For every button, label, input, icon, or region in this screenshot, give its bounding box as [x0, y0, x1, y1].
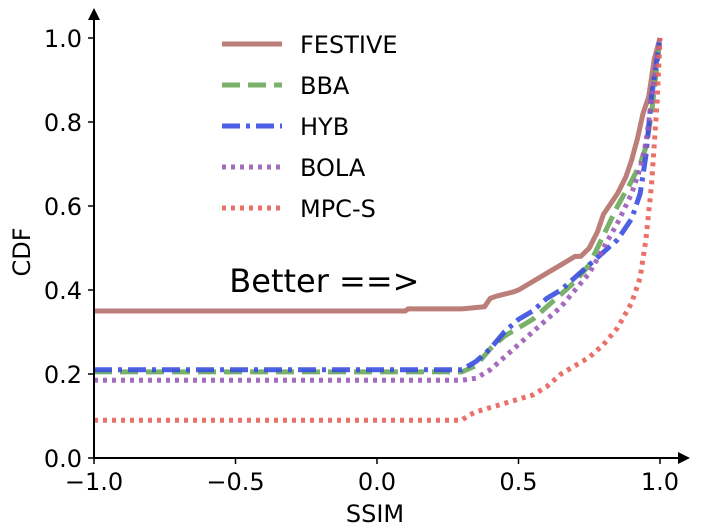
legend-label-bola: BOLA	[300, 154, 366, 182]
x-tick-label: 0.0	[358, 468, 396, 496]
tick-labels: −1.0 −0.5 0.0 0.5 1.0 0.0 0.2 0.4 0.6 0.8 1.0	[44, 25, 679, 496]
axes	[88, 8, 690, 464]
x-tick-label: 1.0	[641, 468, 679, 496]
series-layer	[94, 37, 663, 423]
x-tick-label: −0.5	[206, 468, 264, 496]
series-line-bba	[94, 37, 663, 375]
x-axis-arrow-icon	[678, 452, 690, 464]
series-line-hyb	[94, 37, 663, 373]
legend: FESTIVE BBA HYB BOLA MPC-S	[222, 31, 398, 223]
x-tick-label: 0.5	[499, 468, 537, 496]
legend-label-hyb: HYB	[300, 113, 349, 141]
y-tick-label: 0.6	[44, 193, 82, 221]
y-axis-title: CDF	[8, 227, 36, 276]
legend-label-mpc-s: MPC-S	[300, 195, 376, 223]
y-axis-arrow-icon	[88, 8, 100, 20]
y-tick-label: 1.0	[44, 25, 82, 53]
better-annotation: Better ==>	[229, 262, 419, 300]
legend-label-bba: BBA	[300, 72, 350, 100]
series-line-mpc-s	[94, 37, 663, 423]
series-line-festive	[94, 37, 663, 314]
y-tick-label: 0.0	[44, 445, 82, 473]
y-tick-label: 0.2	[44, 361, 82, 389]
series-line-bola	[94, 37, 663, 383]
x-axis-title: SSIM	[346, 500, 404, 528]
y-tick-label: 0.4	[44, 277, 82, 305]
x-tick-label: −1.0	[65, 468, 123, 496]
y-tick-label: 0.8	[44, 109, 82, 137]
legend-label-festive: FESTIVE	[300, 31, 398, 59]
